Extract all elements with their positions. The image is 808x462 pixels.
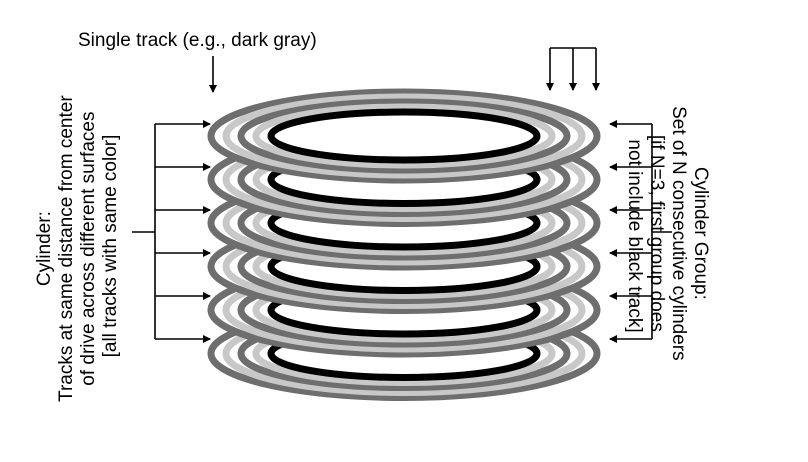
- platter-stack: [207, 88, 601, 401]
- track-1-3: [237, 98, 571, 174]
- cylinder-label-line3: of drive across different surfaces: [78, 112, 99, 386]
- svg-text:Cylinder Group: Set of N: Cylinder Group: Set of N consecutive cyl…: [624, 106, 711, 366]
- track-1-4: [252, 103, 556, 169]
- cylinder-group-label-line3: [if N=3, first group does: [646, 135, 667, 332]
- cylinder-group-top-arrows: [546, 47, 600, 91]
- platter-1: [207, 88, 601, 184]
- single-track-label: Single track (e.g., dark gray): [78, 30, 317, 51]
- track-1-5: [267, 108, 541, 164]
- cylinder-label: Cylinder: Tracks at same distance from c…: [34, 90, 121, 402]
- cylinder-label-line4: [all tracks with same color]: [100, 135, 121, 358]
- track-1-2: [222, 93, 586, 179]
- cylinder-group-bracket: [609, 120, 672, 343]
- cylinder-label-line2: Tracks at same distance from center: [56, 95, 77, 402]
- cylinder-group-label: Cylinder Group: Set of N consecutive cyl…: [624, 106, 711, 366]
- cylinder-bracket: [132, 120, 211, 343]
- cylinder-group-label-line1: Cylinder Group:: [690, 167, 711, 300]
- cylinder-group-label-line2: Set of N consecutive cylinders: [668, 106, 689, 361]
- cylinder-group-label-line4: not include black track]: [624, 139, 645, 332]
- cylinder-label-line1: Cylinder:: [34, 211, 55, 286]
- svg-text:Cylinder: Tracks at same: Cylinder: Tracks at same distance from c…: [34, 90, 121, 402]
